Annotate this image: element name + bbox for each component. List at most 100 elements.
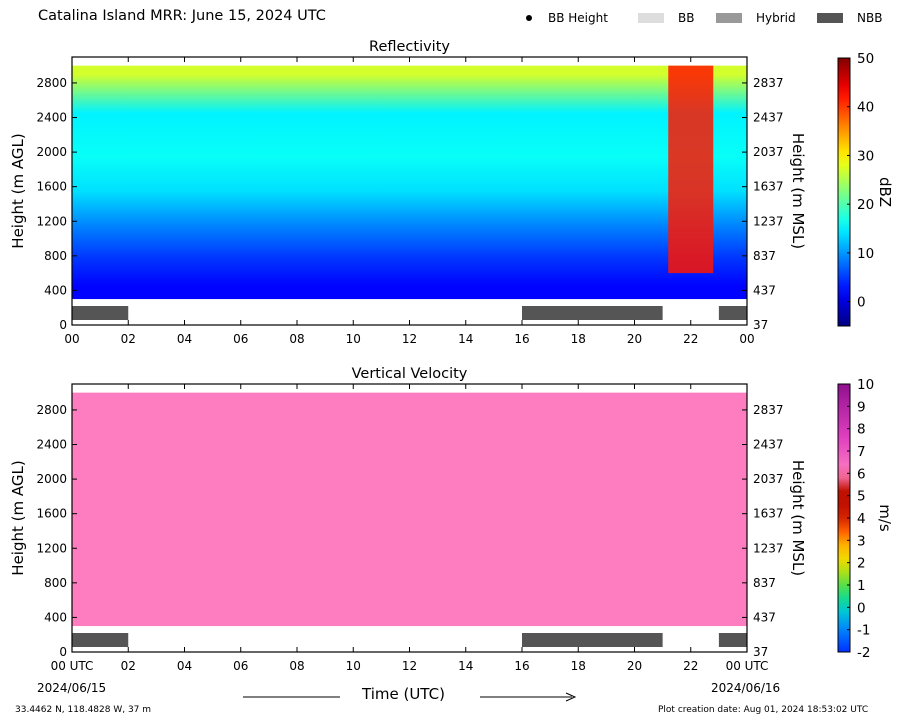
x-tick-label: 22 [683,332,698,346]
figure-title: Catalina Island MRR: June 15, 2024 UTC [38,8,326,24]
legend-item-nbb: NBB [817,11,882,25]
colorbar-tick-label: 6 [857,466,866,482]
legend-label: BB [678,11,695,25]
colorbar-tick-label: 10 [857,377,874,393]
creation-date-label: Plot creation date: Aug 01, 2024 18:53:0… [658,705,869,715]
x-tick-label: 16 [514,659,529,673]
y-right-tick-label: 837 [753,249,776,263]
panel-reflectivity: Reflectivity0400800120016002000240028003… [9,39,894,346]
colorbar-tick-label: 7 [857,444,866,460]
y-right-axis-title: Height (m MSL) [789,460,807,576]
x-tick-label: 00 UTC [726,659,769,673]
x-axis-title: Time (UTC) [362,685,445,703]
y-tick-label: 1600 [36,180,67,194]
y-right-tick-label: 437 [753,283,776,297]
y-axis-title: Height (m AGL) [9,460,27,575]
location-label: 33.4462 N, 118.4828 W, 37 m [15,705,152,715]
colorbar-tick-label: 0 [857,600,866,616]
y-tick-label: 2000 [36,145,67,159]
legend-swatch-icon [638,13,664,23]
x-tick-label: 00 [64,332,79,346]
panel-title: Vertical Velocity [352,366,468,382]
y-right-tick-label: 837 [753,576,776,590]
y-right-tick-label: 2837 [753,76,784,90]
legend-label: Hybrid [756,11,796,25]
x-tick-label: 02 [121,332,136,346]
x-tick-label: 10 [346,332,361,346]
x-tick-label: 14 [458,659,473,673]
x-tick-label: 04 [177,332,192,346]
y-tick-label: 2800 [36,403,67,417]
panel-vertical-velocity: Vertical Velocity04008001200160020002400… [9,366,894,673]
colorbar-tick-label: -2 [857,645,870,661]
classification-bar [72,306,129,320]
arrow-right-icon [565,692,577,702]
colorbar-tick-label: 9 [857,399,866,415]
colorbar-tick-label: 5 [857,489,866,505]
legend-item-bb-height: BB Height [526,11,608,25]
high-reflectivity-band [668,65,714,274]
y-tick-label: 1200 [36,214,67,228]
colorbar-tick-label: 20 [857,197,874,213]
colorbar [837,57,851,327]
y-axis-title: Height (m AGL) [9,133,27,248]
colorbar-title: m/s [876,504,894,532]
legend-label: NBB [857,11,883,25]
y-tick-label: 400 [44,610,67,624]
y-tick-label: 2800 [36,76,67,90]
legend-dot-icon [526,15,532,21]
legend-swatch-icon [716,13,742,23]
y-right-tick-label: 1237 [753,541,784,555]
colorbar-tick-label: -1 [857,623,870,639]
y-right-tick-label: 2437 [753,111,784,125]
legend-item-bb: BB [638,11,694,25]
y-tick-label: 0 [59,318,67,332]
colorbar-tick-label: 40 [857,100,874,116]
x-tick-label: 00 [739,332,754,346]
y-tick-label: 400 [44,283,67,297]
y-tick-label: 2000 [36,472,67,486]
x-tick-label: 18 [571,659,586,673]
y-right-tick-label: 2437 [753,438,784,452]
y-right-tick-label: 437 [753,610,776,624]
y-tick-label: 1200 [36,541,67,555]
y-right-tick-label: 2037 [753,472,784,486]
y-tick-label: 800 [44,576,67,590]
velocity-field [72,392,747,627]
colorbar-tick-label: 3 [857,533,866,549]
y-right-tick-label: 2037 [753,145,784,159]
x-tick-label: 18 [571,332,586,346]
x-tick-label: 04 [177,659,192,673]
legend-swatch-icon [817,13,843,23]
x-tick-label: 02 [121,659,136,673]
legend-item-hybrid: Hybrid [716,11,796,25]
x-tick-label: 12 [402,332,417,346]
x-tick-label: 22 [683,659,698,673]
end-date-label: 2024/06/16 [711,681,781,695]
colorbar-tick-label: 30 [857,148,874,164]
classification-bar [72,633,129,647]
classification-bar [718,306,747,320]
colorbar-tick-label: 50 [857,51,874,67]
y-tick-label: 0 [59,645,67,659]
x-tick-label: 08 [289,659,304,673]
y-right-tick-label: 1237 [753,214,784,228]
colorbar-tick-label: 10 [857,246,874,262]
y-right-tick-label: 1637 [753,180,784,194]
y-right-tick-label: 37 [753,318,768,332]
start-date-label: 2024/06/15 [37,681,107,695]
colorbar-tick-label: 2 [857,556,866,572]
x-tick-label: 20 [627,332,642,346]
classification-bar [718,633,747,647]
panel-title: Reflectivity [369,39,450,55]
x-tick-label: 10 [346,659,361,673]
y-tick-label: 2400 [36,111,67,125]
y-tick-label: 1600 [36,507,67,521]
y-right-axis-title: Height (m MSL) [789,133,807,249]
y-tick-label: 800 [44,249,67,263]
x-tick-label: 20 [627,659,642,673]
legend-label: BB Height [548,11,608,25]
x-tick-label: 12 [402,659,417,673]
classification-bar [522,306,663,320]
